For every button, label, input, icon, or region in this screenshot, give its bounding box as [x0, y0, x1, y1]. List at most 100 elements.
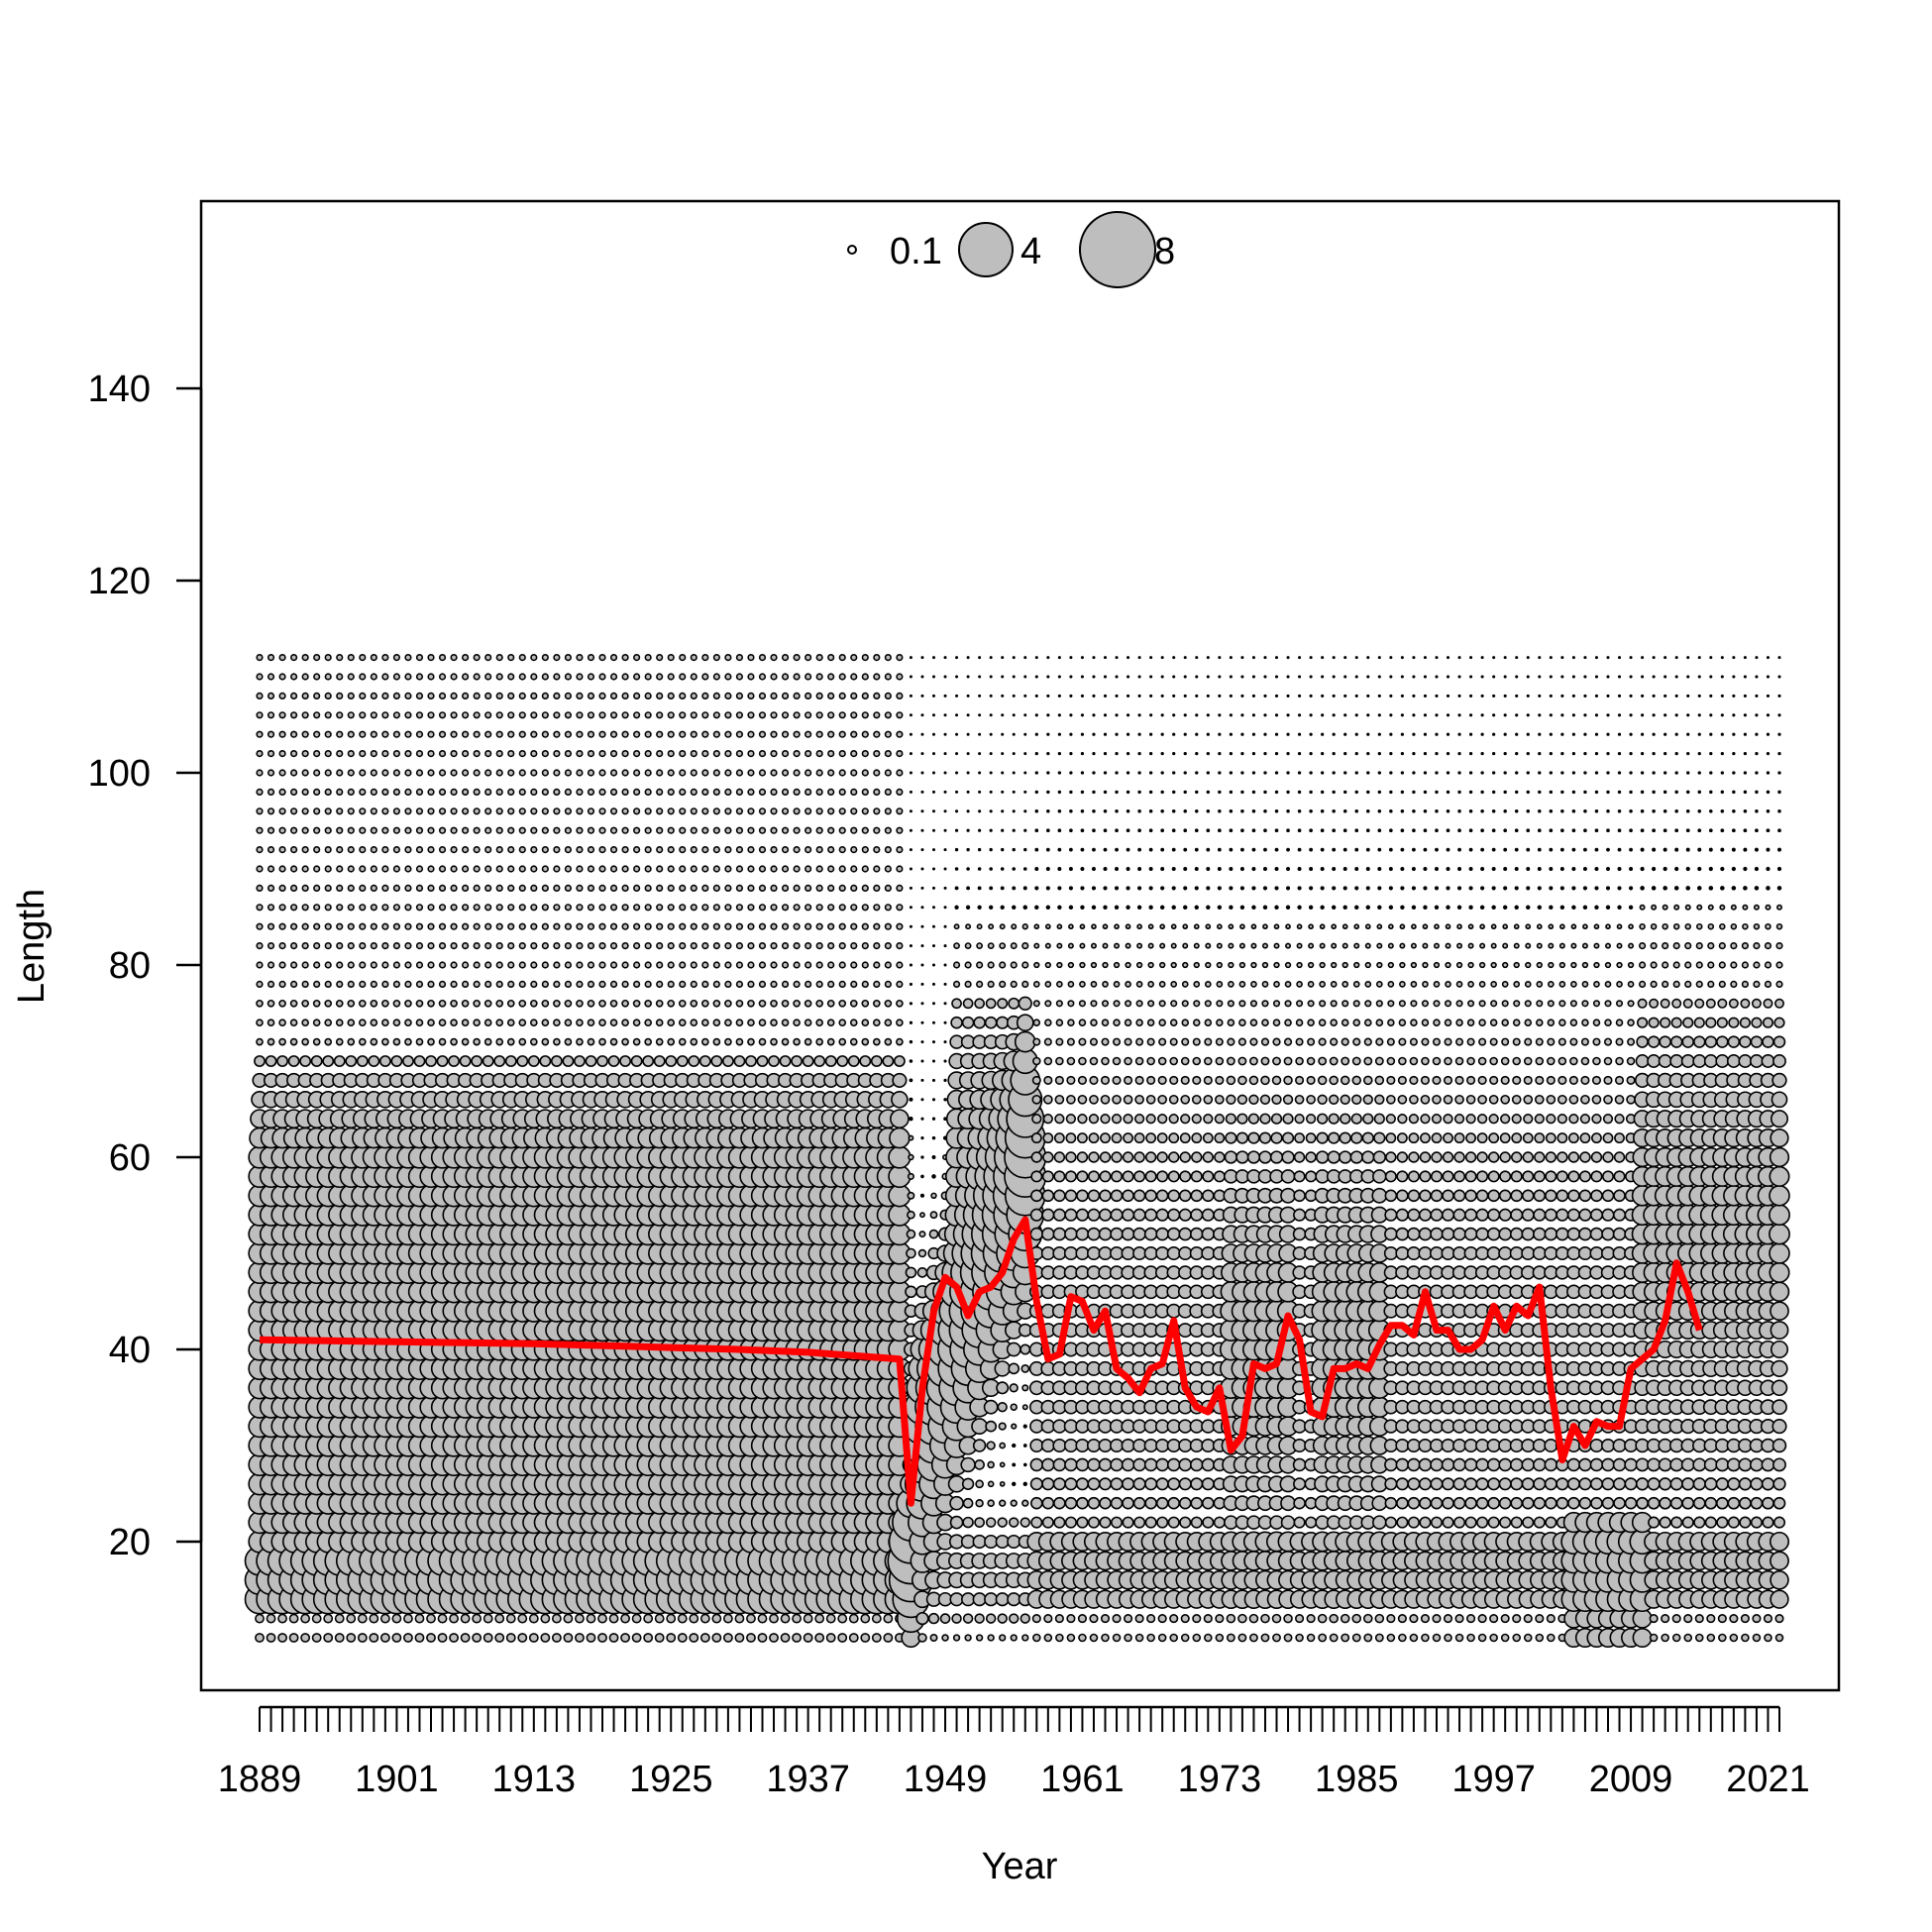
bubble [952, 980, 961, 988]
bubble [815, 961, 823, 969]
bubble [943, 924, 947, 928]
bubble [484, 654, 492, 662]
bubble [1237, 1037, 1247, 1046]
bubble [564, 961, 573, 969]
bubble [1023, 713, 1027, 717]
bubble [392, 654, 400, 662]
bubble [1137, 656, 1141, 660]
bubble [781, 692, 790, 699]
bubble [438, 922, 447, 930]
bubble [1274, 656, 1279, 660]
bubble [1010, 980, 1018, 988]
bubble [1121, 1246, 1135, 1261]
bubble [1155, 1189, 1169, 1203]
bubble [1092, 713, 1096, 717]
bubble [1307, 1019, 1315, 1026]
bubble [781, 750, 790, 758]
bubble [1263, 790, 1267, 795]
bubble [1057, 732, 1061, 736]
bubble [701, 750, 709, 758]
bubble [267, 846, 275, 854]
bubble [815, 826, 823, 834]
bubble [700, 1019, 709, 1027]
bubble [1297, 905, 1302, 910]
bubble [564, 673, 573, 681]
bubble [1251, 847, 1256, 852]
bubble [747, 999, 755, 1008]
bubble [978, 828, 982, 832]
bubble [1134, 1633, 1144, 1643]
bubble [884, 904, 892, 912]
bubble [404, 942, 412, 950]
bubble [712, 1019, 721, 1027]
bubble [896, 1037, 904, 1046]
bubble [370, 942, 377, 950]
bubble [1283, 1037, 1293, 1046]
bubble [1171, 905, 1176, 910]
bubble [884, 1037, 893, 1046]
bubble [1195, 809, 1199, 813]
bubble [931, 1078, 936, 1082]
bubble [1297, 886, 1302, 891]
bubble [1191, 1151, 1203, 1163]
bubble [450, 942, 458, 950]
bubble [1169, 1037, 1178, 1046]
bubble [518, 692, 526, 699]
bubble [461, 1037, 470, 1046]
bubble [1041, 1189, 1055, 1203]
bubble [1018, 996, 1032, 1011]
bubble [1216, 1019, 1224, 1026]
bubble [1034, 771, 1038, 775]
bubble [815, 846, 823, 854]
bubble [460, 1613, 471, 1624]
bubble [587, 826, 595, 834]
bubble [1167, 1477, 1181, 1491]
bubble [587, 904, 595, 912]
bubble [1297, 732, 1302, 736]
bubble [1183, 828, 1188, 833]
bubble [1144, 1151, 1157, 1163]
bubble [758, 980, 767, 988]
bubble [1160, 828, 1164, 833]
bubble [495, 730, 503, 738]
bubble [955, 771, 959, 775]
bubble [1057, 694, 1061, 698]
bubble [290, 788, 298, 796]
bubble [518, 730, 526, 738]
bubble [1332, 656, 1336, 660]
bubble [679, 846, 687, 854]
bubble [1033, 923, 1040, 930]
bubble [655, 1019, 664, 1027]
bubble [356, 1055, 369, 1067]
bubble [1195, 751, 1199, 756]
bubble [838, 711, 846, 719]
bubble [621, 961, 629, 969]
bubble [359, 730, 367, 738]
bubble [310, 1055, 323, 1067]
bubble [1111, 1132, 1123, 1144]
bubble [1240, 809, 1244, 813]
bubble [1054, 1614, 1064, 1624]
bubble [576, 884, 584, 892]
bubble [1092, 751, 1096, 756]
bubble [506, 999, 515, 1008]
bubble [1160, 732, 1164, 736]
bubble [710, 1055, 723, 1067]
bubble [943, 828, 947, 832]
bubble [977, 886, 982, 891]
bubble [1091, 886, 1097, 891]
bubble [712, 673, 720, 681]
bubble [805, 922, 812, 930]
bubble [1292, 1227, 1307, 1241]
bubble [359, 826, 367, 834]
bubble [1192, 1075, 1202, 1085]
bubble [966, 752, 970, 756]
bubble [701, 807, 709, 815]
bubble [1342, 886, 1347, 891]
bubble [541, 807, 549, 815]
bubble [850, 884, 858, 892]
bubble [1240, 790, 1244, 795]
bubble [278, 750, 286, 758]
bubble [690, 904, 698, 912]
bubble [724, 654, 732, 662]
